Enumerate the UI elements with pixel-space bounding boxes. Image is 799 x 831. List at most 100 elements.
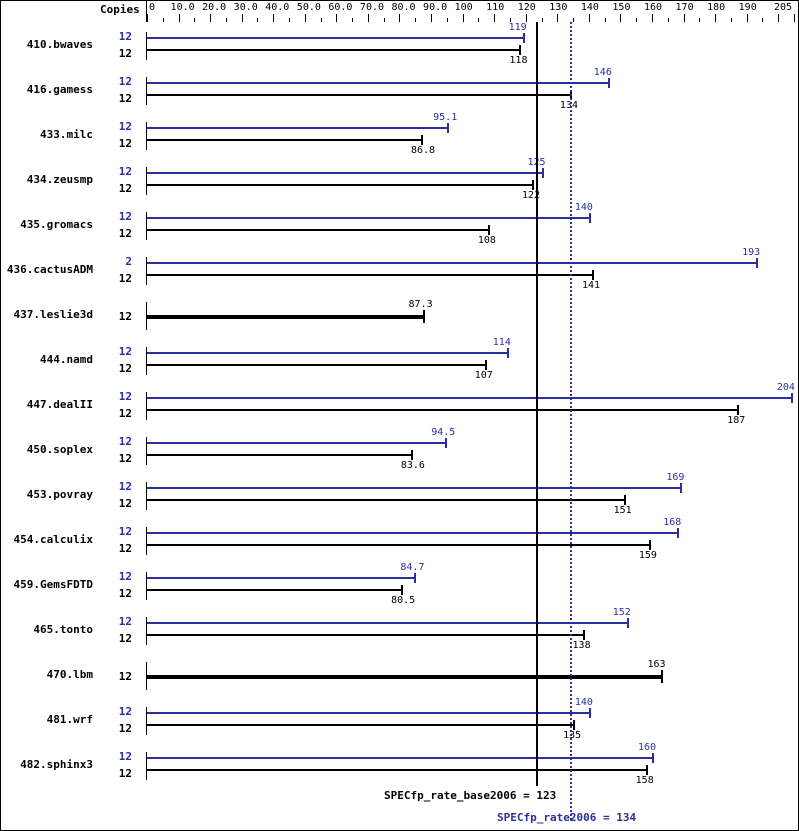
axis-tick bbox=[447, 18, 448, 22]
peak-reference-line bbox=[570, 22, 572, 820]
bar-end-cap bbox=[661, 670, 664, 683]
base-copies: 12 bbox=[118, 542, 132, 555]
axis-tick bbox=[305, 14, 306, 22]
single-value: 87.3 bbox=[408, 299, 433, 310]
base-end-cap bbox=[592, 270, 594, 280]
axis-tick bbox=[573, 18, 574, 22]
axis-tick bbox=[794, 14, 795, 22]
peak-summary-label: SPECfp_rate2006 = 134 bbox=[497, 811, 637, 824]
row-axis-tick bbox=[146, 77, 147, 105]
base-value: 107 bbox=[474, 370, 493, 381]
axis-tick bbox=[147, 14, 148, 22]
peak-end-cap bbox=[588, 708, 591, 718]
peak-value: 169 bbox=[666, 472, 685, 483]
axis-tick bbox=[715, 14, 716, 22]
peak-end-cap bbox=[680, 483, 683, 493]
base-summary-label: SPECfp_rate_base2006 = 123 bbox=[384, 789, 557, 802]
axis-tick bbox=[762, 18, 763, 22]
row-axis-tick bbox=[146, 32, 147, 60]
peak-bar bbox=[147, 397, 791, 399]
benchmark-label: 434.zeusmp bbox=[26, 173, 93, 186]
peak-value: 95.1 bbox=[433, 112, 458, 123]
peak-value: 160 bbox=[637, 742, 657, 753]
peak-end-cap bbox=[445, 438, 448, 448]
base-bar bbox=[147, 94, 570, 96]
base-bar bbox=[147, 274, 592, 276]
peak-bar bbox=[147, 217, 589, 219]
tick-label: 110 bbox=[486, 2, 505, 13]
base-copies: 12 bbox=[118, 227, 132, 240]
axis-tick bbox=[384, 18, 385, 22]
base-end-cap bbox=[401, 585, 404, 595]
peak-copies: 12 bbox=[118, 570, 132, 583]
base-end-cap bbox=[582, 630, 585, 640]
base-value: 187 bbox=[727, 415, 746, 426]
peak-copies: 12 bbox=[118, 210, 132, 223]
base-value: 86.8 bbox=[410, 145, 436, 156]
peak-end-cap bbox=[790, 393, 793, 403]
peak-bar bbox=[147, 442, 446, 444]
peak-bar bbox=[147, 487, 681, 489]
base-bar bbox=[147, 544, 649, 546]
base-value: 135 bbox=[563, 730, 582, 741]
axis-tick bbox=[399, 14, 400, 22]
tick-label: 160 bbox=[643, 2, 663, 13]
base-copies: 12 bbox=[118, 632, 132, 645]
peak-bar bbox=[147, 127, 448, 129]
axis-tick bbox=[605, 18, 606, 22]
peak-copies: 12 bbox=[118, 345, 132, 358]
base-end-cap bbox=[420, 135, 423, 145]
axis-tick bbox=[273, 14, 274, 22]
benchmark-label: 459.GemsFDTD bbox=[13, 578, 93, 591]
axis-tick bbox=[478, 18, 479, 22]
base-bar bbox=[147, 409, 738, 411]
axis-tick bbox=[731, 18, 732, 22]
tick-label: 140 bbox=[580, 2, 599, 13]
axis-origin-line bbox=[146, 0, 147, 22]
base-bar bbox=[147, 454, 411, 456]
axis-tick bbox=[242, 14, 243, 22]
base-end-cap bbox=[648, 540, 651, 550]
base-value: 159 bbox=[638, 550, 657, 561]
peak-value: 84.7 bbox=[400, 562, 425, 573]
axis-tick bbox=[226, 18, 227, 22]
tick-label: 50.0 bbox=[296, 2, 321, 13]
tick-label: 180 bbox=[707, 2, 726, 13]
peak-bar bbox=[147, 622, 627, 624]
benchmark-label: 444.namd bbox=[40, 353, 93, 366]
tick-label: 100 bbox=[454, 2, 473, 13]
base-bar bbox=[147, 229, 488, 231]
peak-value: 204 bbox=[776, 382, 795, 393]
peak-value: 114 bbox=[492, 337, 511, 348]
base-copies: 12 bbox=[118, 452, 132, 465]
peak-copies: 12 bbox=[118, 750, 132, 763]
row-axis-tick bbox=[146, 167, 147, 195]
peak-bar bbox=[147, 577, 415, 579]
benchmark-label: 437.leslie3d bbox=[13, 308, 93, 321]
axis-tick bbox=[699, 18, 700, 22]
axis-tick bbox=[557, 14, 558, 22]
row-axis-tick bbox=[146, 392, 147, 420]
axis-tick bbox=[194, 18, 195, 22]
base-copies: 12 bbox=[118, 587, 132, 600]
peak-bar bbox=[147, 37, 523, 39]
peak-end-cap bbox=[447, 123, 450, 133]
peak-value: 119 bbox=[508, 22, 527, 33]
tick-label: 170 bbox=[675, 2, 694, 13]
base-value: 80.5 bbox=[391, 595, 416, 606]
base-copies: 12 bbox=[118, 407, 132, 420]
base-bar bbox=[147, 769, 646, 771]
base-copies: 12 bbox=[118, 767, 132, 780]
base-value: 141 bbox=[582, 280, 601, 291]
base-value: 118 bbox=[509, 55, 528, 66]
base-value: 108 bbox=[477, 235, 496, 246]
axis-tick bbox=[778, 14, 779, 22]
peak-bar bbox=[147, 172, 542, 174]
axis-tick bbox=[494, 14, 495, 22]
single-bar bbox=[147, 315, 423, 319]
tick-label: 205 bbox=[774, 2, 793, 13]
base-copies: 12 bbox=[118, 47, 132, 60]
peak-bar bbox=[147, 82, 608, 84]
base-value: 134 bbox=[559, 100, 578, 111]
peak-copies: 12 bbox=[118, 165, 132, 178]
